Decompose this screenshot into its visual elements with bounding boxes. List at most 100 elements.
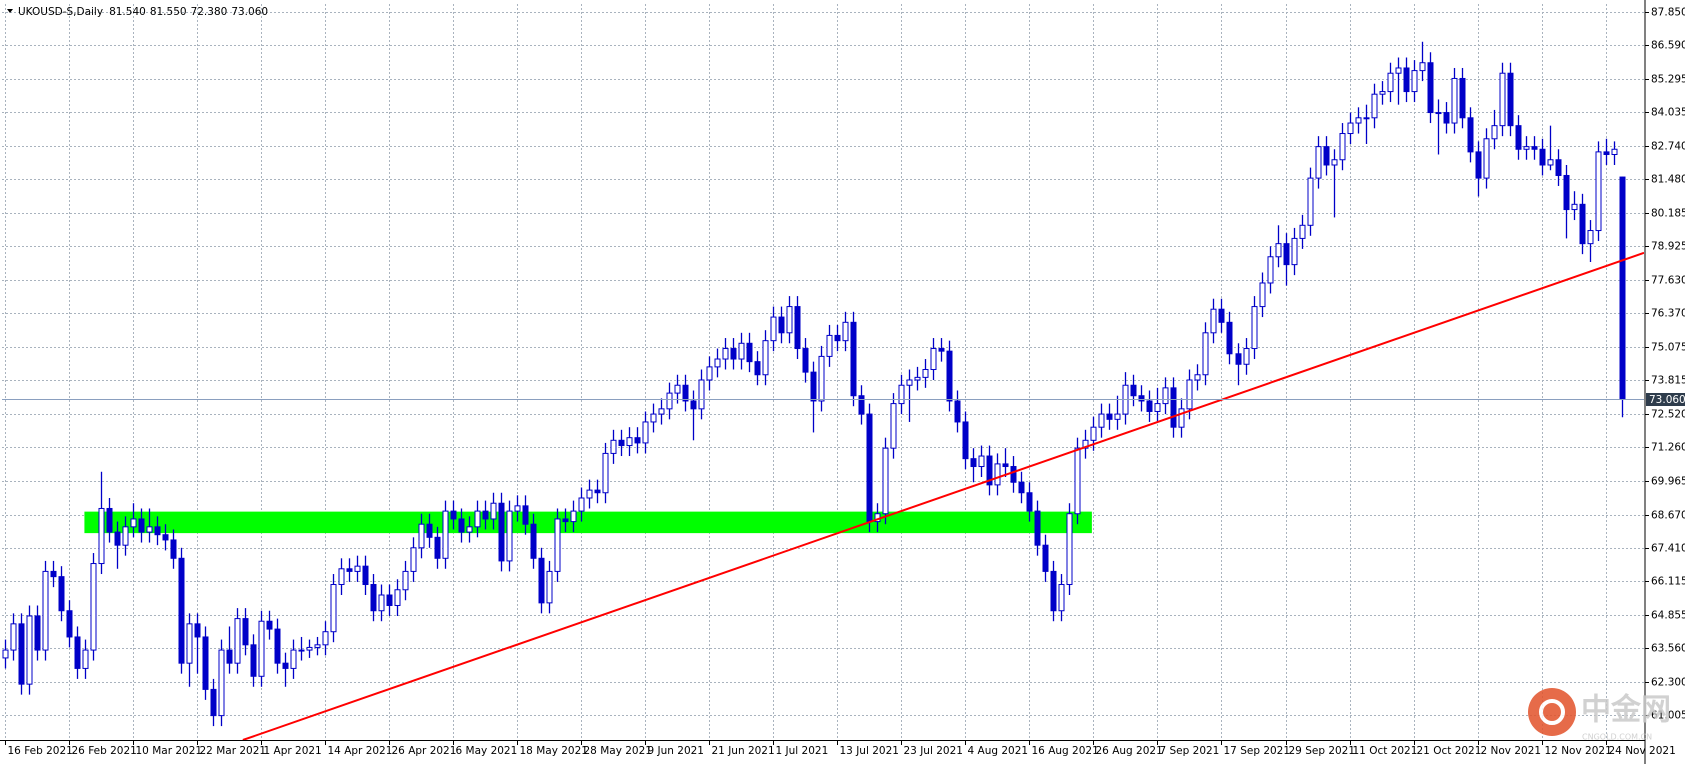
y-tick-label: 75.075 <box>1651 342 1685 354</box>
candle-body <box>66 610 73 638</box>
candle-body <box>1002 463 1009 468</box>
x-tick-label: 26 Apr 2021 <box>392 745 457 757</box>
y-tick-label: 80.185 <box>1651 208 1685 220</box>
candle-body <box>1587 230 1594 245</box>
candle-body <box>242 618 249 646</box>
candle-body <box>786 306 793 334</box>
candle-body <box>1619 176 1626 400</box>
candle-body <box>322 631 329 646</box>
candle-body <box>530 523 537 559</box>
x-tick-label: 21 Oct 2021 <box>1417 745 1482 757</box>
x-tick-label: 16 Aug 2021 <box>1032 745 1099 757</box>
candle-body <box>442 510 449 559</box>
candle-body <box>178 557 185 664</box>
candle-body <box>706 366 713 381</box>
candle-body <box>914 376 921 381</box>
candle-body <box>186 623 193 664</box>
candle-body <box>18 623 25 685</box>
candle-body <box>610 439 617 454</box>
x-tick-label: 28 May 2021 <box>584 745 652 757</box>
candle-body <box>1178 408 1185 428</box>
candle-body <box>1194 374 1201 381</box>
x-tick-label: 9 Jun 2021 <box>648 745 704 757</box>
candle-body <box>1603 151 1610 156</box>
candle-body <box>1218 308 1225 323</box>
candle-body <box>122 526 129 546</box>
candle-body <box>1355 117 1362 124</box>
candle-body <box>490 502 497 520</box>
candle-body <box>514 505 521 512</box>
candle-body <box>1579 203 1586 245</box>
header-arrow <box>7 9 13 13</box>
trend-line <box>242 251 1644 740</box>
x-tick-label: 24 Nov 2021 <box>1609 745 1676 757</box>
candle-body <box>1090 426 1097 441</box>
candle-body <box>1050 570 1057 612</box>
candle-body <box>1467 117 1474 153</box>
candle-body <box>1435 112 1442 115</box>
candle-body <box>98 507 105 565</box>
candle-body <box>1331 159 1338 166</box>
symbol: UKOUSD-S,Daily <box>18 6 103 18</box>
watermark-logo-swirl <box>1539 699 1565 725</box>
y-tick-label: 62.300 <box>1651 677 1685 689</box>
x-tick-label: 10 Mar 2021 <box>136 745 203 757</box>
x-tick-label: 21 Jun 2021 <box>712 745 775 757</box>
candle-body <box>930 348 937 371</box>
candle-body <box>1419 62 1426 72</box>
candle-body <box>434 536 441 559</box>
x-tick-label: 14 Apr 2021 <box>328 745 393 757</box>
candle-body <box>258 620 265 677</box>
candle-body <box>642 421 649 444</box>
candle-body <box>658 408 665 415</box>
x-tick-label: 11 Oct 2021 <box>1353 745 1418 757</box>
candle-body <box>1283 243 1290 266</box>
candle-body <box>354 565 361 572</box>
candle-body <box>1251 306 1258 350</box>
candle-body <box>10 623 17 651</box>
candle-body <box>618 439 625 447</box>
y-tick-label: 78.925 <box>1651 241 1685 253</box>
candle-body <box>506 510 513 562</box>
y-tick-label: 68.670 <box>1651 510 1685 522</box>
candle-body <box>1210 308 1217 334</box>
candle-body <box>650 413 657 423</box>
candle-body <box>842 321 849 342</box>
candle-body <box>234 618 241 664</box>
last-price-box <box>1646 393 1685 406</box>
candle-body <box>370 584 377 612</box>
candle-body <box>938 348 945 352</box>
candle-body <box>202 636 209 690</box>
candle-body <box>1259 282 1266 308</box>
candle-body <box>1515 125 1522 150</box>
candle-body <box>226 649 233 664</box>
candle-body <box>466 526 473 533</box>
candle-body <box>130 518 137 528</box>
candle-body <box>1459 77 1466 119</box>
watermark-logo <box>1528 688 1576 736</box>
y-tick-label: 69.965 <box>1651 476 1685 488</box>
candle-body <box>90 563 97 651</box>
candle-body <box>162 534 169 541</box>
candle-body <box>1074 447 1081 515</box>
candle-body <box>1595 151 1602 232</box>
candle-body <box>1170 387 1177 428</box>
candle-body <box>698 379 705 410</box>
candle-body <box>570 510 577 523</box>
candle-body <box>970 458 977 468</box>
candle-body <box>978 455 985 468</box>
candle-body <box>1411 70 1418 93</box>
candle-body <box>826 334 833 357</box>
candle-body <box>138 518 145 533</box>
candle-body <box>58 576 65 612</box>
candle-body <box>426 523 433 538</box>
candle-body <box>1307 177 1314 226</box>
candle-body <box>42 570 49 651</box>
support-zone <box>84 511 1092 534</box>
candle-body <box>994 463 1001 486</box>
candle-body <box>1443 112 1450 124</box>
y-tick-label: 61.005 <box>1651 710 1685 722</box>
candle-body <box>1523 146 1530 150</box>
